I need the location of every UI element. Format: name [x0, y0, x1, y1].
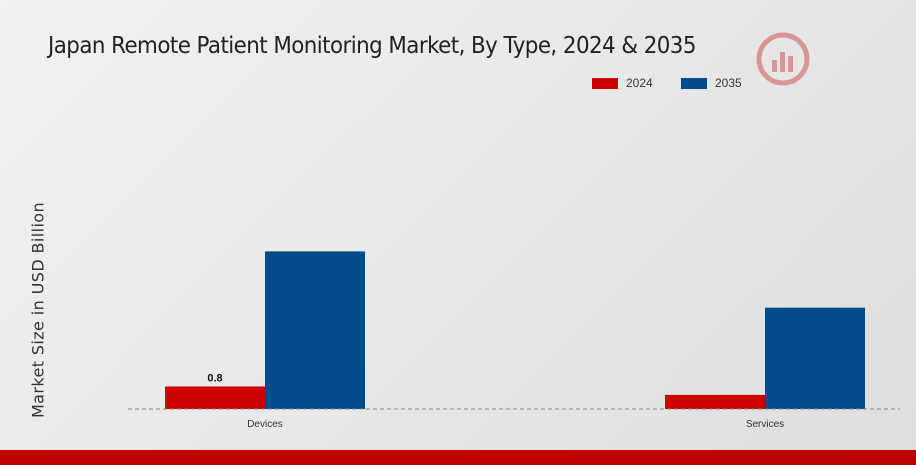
- x-tick-label-devices: Devices: [247, 419, 283, 430]
- watermark-logo: [756, 32, 810, 86]
- legend-item-2035: 2035: [681, 76, 742, 90]
- bar-devices-2035: [265, 251, 365, 409]
- legend-swatch-2024: [592, 77, 618, 89]
- bar-devices-2024: [165, 386, 265, 409]
- bottom-accent-bar: [0, 450, 916, 465]
- data-label-devices-2024: 0.8: [207, 372, 222, 384]
- legend-swatch-2035: [681, 77, 707, 89]
- legend-label-2035: 2035: [715, 76, 742, 90]
- bar-services-2024: [665, 394, 765, 409]
- legend-item-2024: 2024: [592, 76, 653, 90]
- chart-title: Japan Remote Patient Monitoring Market, …: [48, 33, 696, 59]
- legend-label-2024: 2024: [626, 76, 653, 90]
- x-tick-label-services: Services: [746, 419, 784, 430]
- bar-services-2035: [765, 307, 865, 409]
